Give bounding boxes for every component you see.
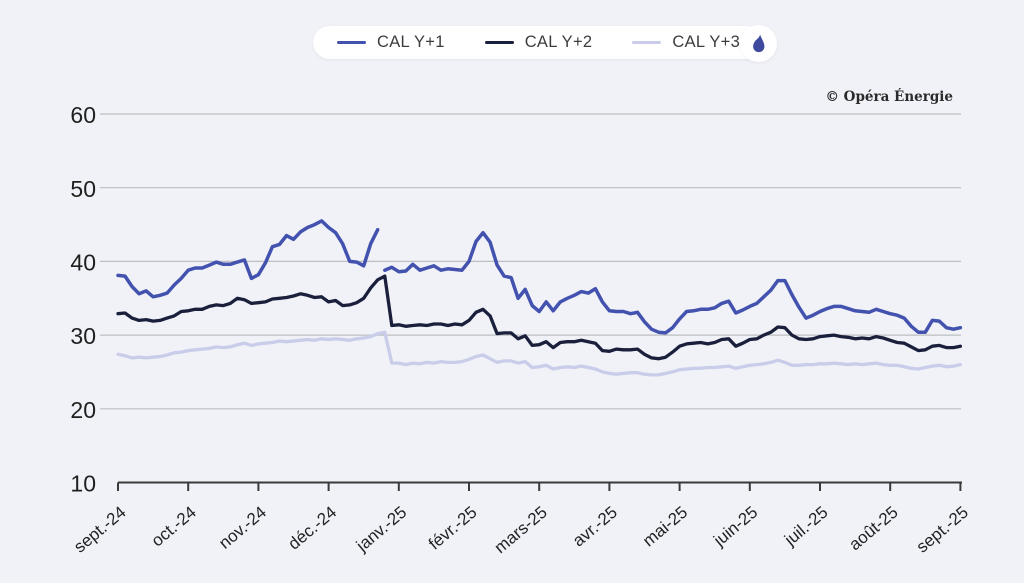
cal-y1-line-swatch-icon <box>337 40 366 45</box>
gas-flame-droplet-icon <box>753 34 765 53</box>
legend-label-cal-y1: CAL Y+1 <box>377 33 445 51</box>
x-axis-label-juil.-25: juil.-25 <box>780 503 831 550</box>
cal-y3-line-swatch-icon <box>632 40 662 45</box>
y-axis-label-10: 10 <box>70 471 96 497</box>
series-line-cal-y-3 <box>116 330 963 377</box>
x-axis-label-avr.-25: avr.-25 <box>569 503 621 551</box>
x-axis-label-févr.-25: févr.-25 <box>425 503 481 554</box>
x-axis-label-oct.-24: oct.-24 <box>148 503 200 551</box>
y-axis-label-40: 40 <box>70 249 96 275</box>
series-line-cal-y-1-seg1 <box>116 219 380 299</box>
legend-item-cal-y1[interactable]: CAL Y+1 <box>337 33 445 52</box>
series-line-cal-y-1-seg2 <box>383 230 963 335</box>
x-axis-label-sept.-25: sept.-25 <box>913 503 972 557</box>
y-axis-label-60: 60 <box>70 102 96 128</box>
legend-label-cal-y2: CAL Y+2 <box>524 33 593 51</box>
legend-label-cal-y3: CAL Y+3 <box>672 33 741 51</box>
y-axis-label-30: 30 <box>70 323 96 349</box>
legend-item-cal-y2[interactable]: CAL Y+2 <box>484 33 593 52</box>
series-line-cal-y-2 <box>116 274 963 361</box>
x-axis-label-sept.-24: sept.-24 <box>70 503 129 557</box>
x-axis-label-août-25: août-25 <box>845 503 901 555</box>
x-axis-label-mai-25: mai-25 <box>639 503 691 551</box>
x-axis-label-déc.-24: déc.-24 <box>285 503 341 554</box>
x-axis-label-nov.-24: nov.-24 <box>215 503 270 553</box>
brand-badge <box>740 25 777 62</box>
y-axis-label-20: 20 <box>70 397 96 423</box>
x-axis-label-juin-25: juin-25 <box>709 503 761 551</box>
y-axis-label-50: 50 <box>70 176 96 202</box>
x-axis-label-mars-25: mars-25 <box>491 503 551 558</box>
x-axis-label-janv.-25: janv.-25 <box>352 503 410 556</box>
legend-item-cal-y3[interactable]: CAL Y+3 <box>632 33 740 52</box>
cal-y2-line-swatch-icon <box>484 40 514 45</box>
chart-legend: CAL Y+1 CAL Y+2 CAL Y+3 <box>313 26 765 59</box>
copyright-attribution: © Opéra Énergie <box>825 89 953 105</box>
